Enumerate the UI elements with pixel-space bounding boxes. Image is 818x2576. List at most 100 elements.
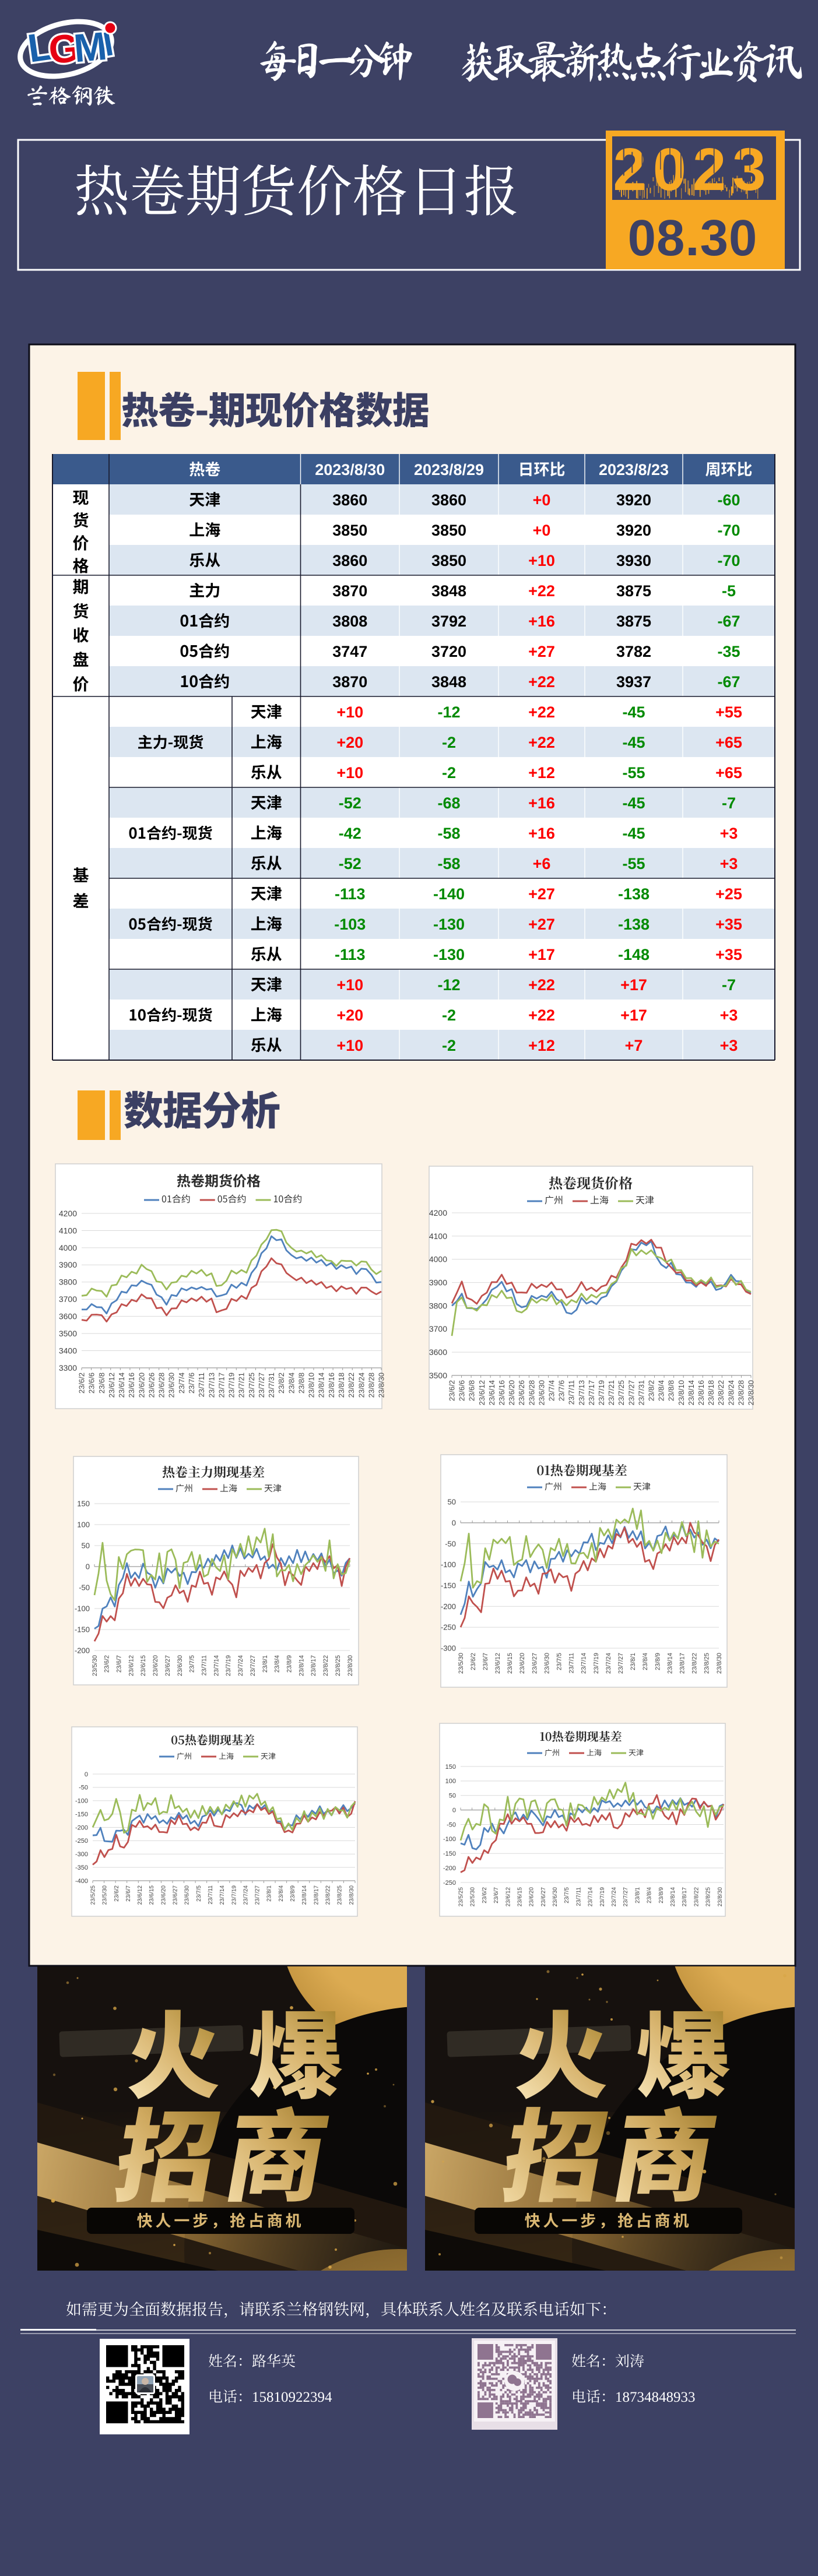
- svg-text:23/8/25: 23/8/25: [704, 1653, 711, 1674]
- svg-text:3870: 3870: [332, 582, 367, 600]
- svg-text:+12: +12: [528, 764, 555, 782]
- svg-text:23/7/31: 23/7/31: [637, 1380, 645, 1405]
- svg-text:23/7/25: 23/7/25: [247, 1373, 256, 1398]
- svg-text:23/6/12: 23/6/12: [137, 1885, 143, 1905]
- svg-text:23/7/11: 23/7/11: [567, 1380, 576, 1405]
- svg-text:-70: -70: [717, 552, 740, 569]
- svg-text:3937: 3937: [616, 673, 651, 691]
- svg-text:23/7/14: 23/7/14: [588, 1887, 594, 1907]
- svg-text:23/7/19: 23/7/19: [227, 1373, 236, 1398]
- svg-text:23/7/19: 23/7/19: [231, 1885, 237, 1905]
- svg-text:23/7/4: 23/7/4: [177, 1373, 186, 1393]
- svg-text:23/8/4: 23/8/4: [287, 1373, 296, 1393]
- svg-text:23/7/21: 23/7/21: [237, 1373, 246, 1398]
- svg-text:23/6/2: 23/6/2: [78, 1373, 86, 1393]
- svg-text:-100: -100: [75, 1798, 88, 1805]
- svg-text:23/8/18: 23/8/18: [707, 1380, 715, 1405]
- svg-text:4100: 4100: [59, 1226, 77, 1235]
- svg-text:-103: -103: [334, 916, 366, 933]
- svg-text:23/8/14: 23/8/14: [301, 1885, 308, 1905]
- svg-text:23/8/9: 23/8/9: [290, 1885, 296, 1902]
- svg-text:3860: 3860: [332, 552, 367, 569]
- svg-text:23/6/6: 23/6/6: [458, 1380, 466, 1401]
- svg-text:23/7/11: 23/7/11: [575, 1887, 582, 1906]
- svg-text:23/8/1: 23/8/1: [634, 1887, 641, 1903]
- svg-text:150: 150: [445, 1764, 456, 1771]
- svg-text:+22: +22: [528, 703, 555, 721]
- svg-text:-52: -52: [339, 794, 361, 812]
- svg-text:23/8/22: 23/8/22: [325, 1885, 331, 1905]
- svg-text:23/8/2: 23/8/2: [277, 1373, 286, 1393]
- svg-text:23/6/7: 23/6/7: [125, 1885, 132, 1902]
- svg-text:23/7/19: 23/7/19: [593, 1653, 600, 1674]
- svg-text:-7: -7: [722, 976, 736, 994]
- svg-text:23/8/4: 23/8/4: [274, 1655, 281, 1673]
- svg-text:23/6/30: 23/6/30: [184, 1885, 191, 1905]
- svg-text:23/8/17: 23/8/17: [679, 1653, 686, 1674]
- svg-text:23/7/5: 23/7/5: [564, 1887, 570, 1903]
- svg-text:-200: -200: [443, 1865, 456, 1872]
- svg-text:-148: -148: [618, 946, 650, 963]
- svg-text:23/8/2: 23/8/2: [647, 1380, 656, 1401]
- svg-text:0: 0: [86, 1563, 90, 1571]
- svg-text:23/6/14: 23/6/14: [487, 1380, 496, 1405]
- svg-text:+20: +20: [336, 734, 363, 751]
- svg-text:3920: 3920: [616, 491, 651, 509]
- svg-text:-55: -55: [622, 764, 645, 782]
- svg-text:23/7/11: 23/7/11: [568, 1653, 575, 1673]
- svg-text:-113: -113: [335, 946, 366, 963]
- svg-text:+10: +10: [336, 1037, 363, 1054]
- svg-text:3870: 3870: [332, 673, 367, 691]
- svg-text:3600: 3600: [59, 1312, 77, 1321]
- svg-text:4100: 4100: [429, 1231, 447, 1241]
- svg-text:23/7/6: 23/7/6: [557, 1380, 566, 1401]
- svg-text:3900: 3900: [429, 1278, 447, 1287]
- svg-text:23/7/14: 23/7/14: [581, 1653, 588, 1674]
- svg-text:23/8/30: 23/8/30: [747, 1380, 756, 1405]
- svg-text:-70: -70: [717, 522, 740, 539]
- svg-text:-2: -2: [442, 1007, 456, 1024]
- svg-text:23/5/25: 23/5/25: [90, 1885, 97, 1905]
- svg-text:-100: -100: [441, 1560, 456, 1569]
- svg-text:0: 0: [85, 1771, 88, 1778]
- svg-text:3700: 3700: [59, 1294, 77, 1304]
- svg-text:23/7/19: 23/7/19: [599, 1887, 606, 1907]
- svg-text:4200: 4200: [59, 1209, 77, 1218]
- svg-text:3720: 3720: [431, 643, 466, 660]
- svg-text:+65: +65: [715, 764, 742, 782]
- svg-text:50: 50: [82, 1542, 90, 1550]
- svg-text:+0: +0: [533, 491, 551, 509]
- svg-text:+65: +65: [715, 734, 742, 751]
- svg-text:-200: -200: [441, 1602, 456, 1611]
- svg-text:23/8/25: 23/8/25: [337, 1885, 343, 1905]
- svg-text:-2: -2: [442, 734, 456, 751]
- svg-text:23/8/8: 23/8/8: [297, 1373, 306, 1393]
- svg-text:23/6/7: 23/6/7: [493, 1887, 500, 1903]
- svg-text:23/7/24: 23/7/24: [237, 1655, 244, 1676]
- svg-text:23/6/16: 23/6/16: [127, 1373, 136, 1398]
- svg-text:+3: +3: [720, 1007, 738, 1024]
- svg-text:23/6/30: 23/6/30: [552, 1887, 559, 1907]
- svg-text:23/8/30: 23/8/30: [716, 1653, 723, 1674]
- svg-text:23/8/10: 23/8/10: [677, 1380, 686, 1405]
- svg-text:23/8/9: 23/8/9: [654, 1653, 661, 1670]
- svg-text:3600: 3600: [429, 1347, 447, 1357]
- svg-text:3800: 3800: [59, 1278, 77, 1287]
- svg-text:23/8/14: 23/8/14: [317, 1373, 326, 1398]
- svg-text:-100: -100: [443, 1836, 456, 1843]
- svg-text:-50: -50: [447, 1821, 456, 1828]
- svg-text:23/8/9: 23/8/9: [286, 1655, 293, 1673]
- svg-text:-35: -35: [717, 643, 740, 660]
- svg-text:23/6/20: 23/6/20: [152, 1655, 159, 1676]
- svg-text:3900: 3900: [59, 1260, 77, 1269]
- svg-text:23/8/22: 23/8/22: [693, 1887, 700, 1907]
- svg-text:23/8/17: 23/8/17: [313, 1885, 320, 1905]
- svg-text:23/6/26: 23/6/26: [517, 1380, 526, 1405]
- svg-text:23/6/2: 23/6/2: [104, 1655, 111, 1673]
- svg-text:23/7/24: 23/7/24: [605, 1653, 612, 1674]
- svg-text:-67: -67: [717, 673, 740, 691]
- svg-text:-130: -130: [433, 946, 465, 963]
- svg-text:23/8/4: 23/8/4: [657, 1380, 666, 1401]
- svg-text:150: 150: [77, 1500, 90, 1508]
- svg-text:15810922394: 15810922394: [252, 2390, 332, 2405]
